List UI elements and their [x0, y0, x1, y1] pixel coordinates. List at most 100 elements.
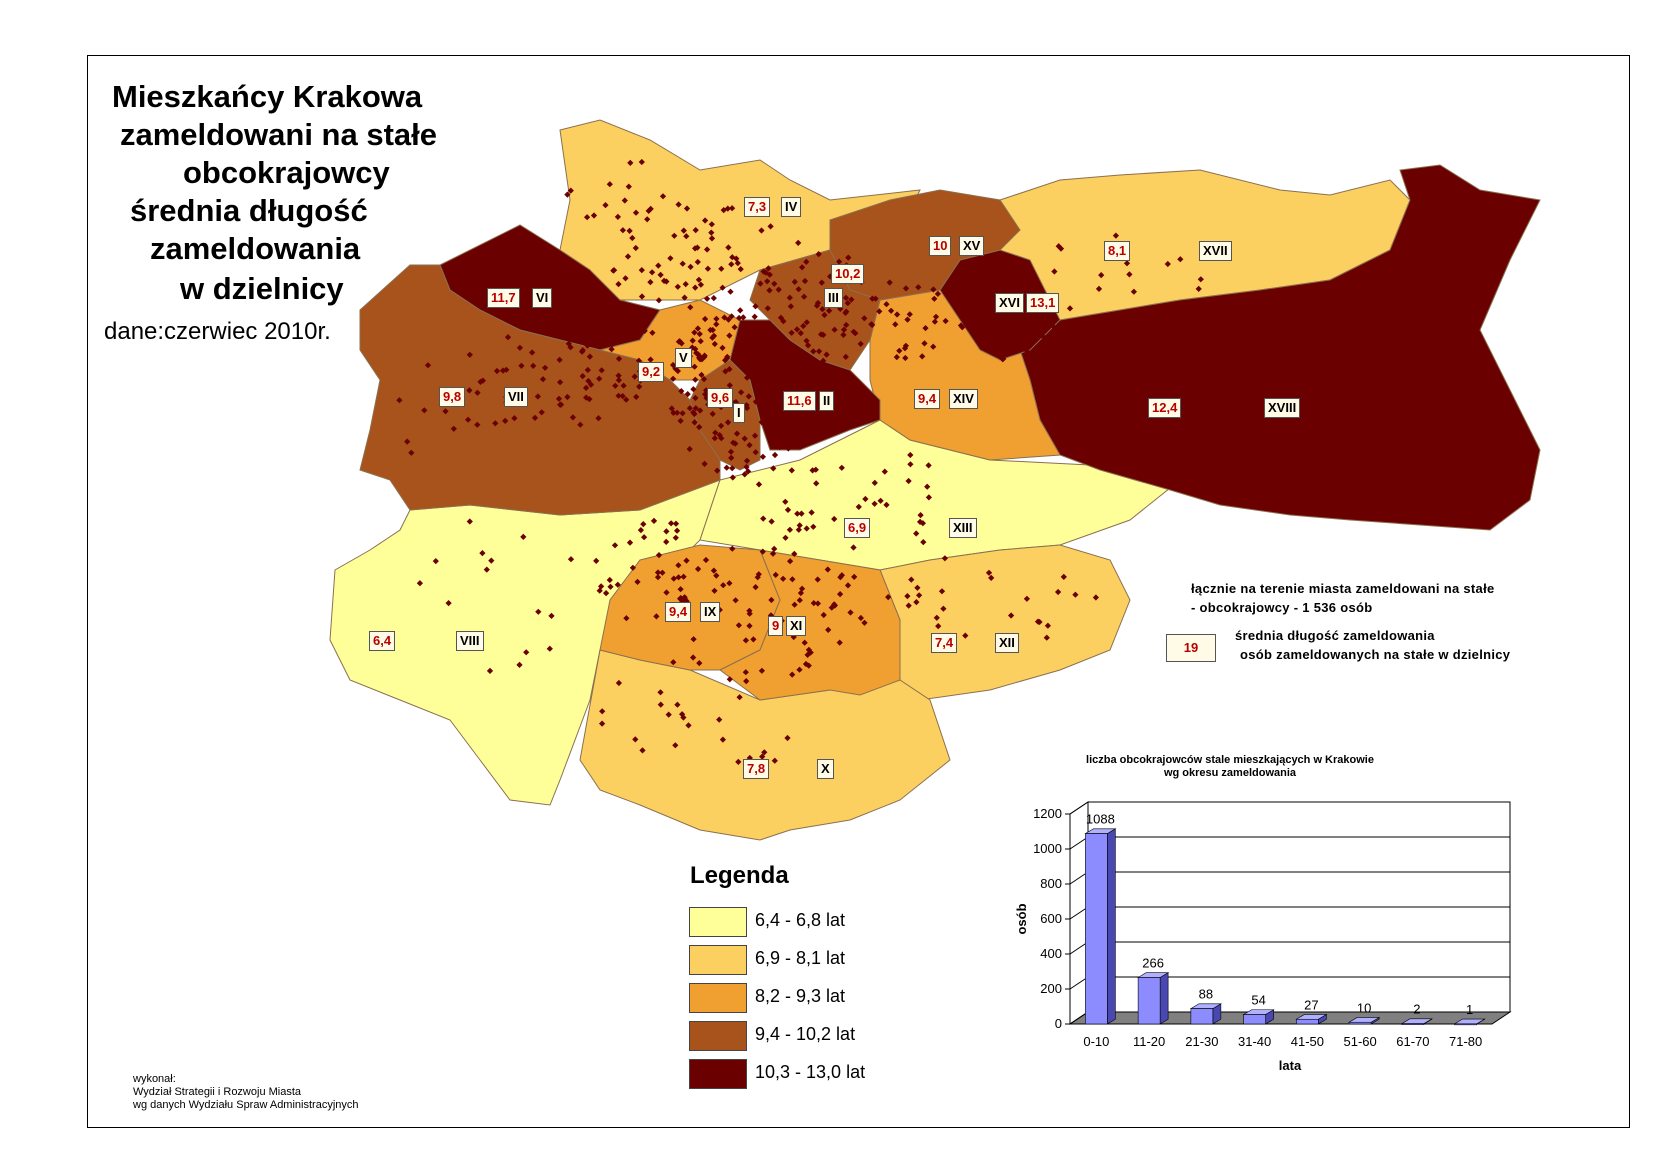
resident-dot	[770, 428, 778, 435]
resident-dot	[520, 533, 527, 541]
resident-dot	[766, 287, 773, 294]
y-tick-label: 1200	[1033, 806, 1062, 821]
y-tick-label: 1000	[1033, 841, 1062, 856]
resident-dot	[719, 736, 727, 743]
resident-dot	[805, 662, 812, 669]
district-XI-avg: 9	[768, 616, 784, 636]
district-XV-avg: 10	[929, 236, 952, 256]
resident-dot	[789, 671, 796, 678]
resident-dot	[851, 573, 858, 581]
resident-dot	[776, 442, 783, 449]
resident-dot	[615, 392, 622, 399]
resident-dot	[719, 344, 726, 352]
resident-dot	[905, 602, 912, 609]
resident-dot	[655, 551, 663, 559]
resident-dot	[820, 365, 827, 372]
resident-dot	[624, 253, 632, 260]
resident-dot	[1112, 232, 1120, 239]
district-VI-roman: VI	[532, 288, 553, 308]
resident-dot	[941, 555, 949, 562]
resident-dot	[654, 569, 662, 576]
district-II-roman: II	[819, 391, 835, 411]
resident-dot	[728, 261, 735, 268]
district-VII-avg: 9,8	[439, 387, 466, 407]
resident-dot	[793, 326, 801, 333]
resident-dot	[1375, 409, 1382, 416]
resident-dot	[913, 598, 920, 606]
resident-dot	[871, 500, 878, 507]
resident-dot	[1164, 260, 1171, 268]
resident-dot	[523, 649, 530, 656]
bar	[1296, 1018, 1319, 1025]
district-XII-roman: XII	[995, 633, 1019, 653]
resident-dot	[672, 534, 679, 541]
resident-dot	[765, 358, 772, 366]
resident-dot	[548, 612, 555, 620]
district-XVI-avg: 13,1	[1026, 293, 1060, 313]
resident-dot	[672, 520, 680, 527]
district-V-avg: 9,2	[638, 362, 665, 382]
resident-dot	[803, 525, 810, 532]
resident-dot	[1023, 595, 1031, 602]
resident-dot	[1029, 319, 1036, 327]
resident-dot	[728, 454, 735, 462]
resident-dot	[695, 276, 703, 283]
district-XIV-avg: 9,4	[914, 389, 941, 409]
resident-dot	[901, 345, 909, 352]
resident-dot	[850, 544, 857, 551]
resident-dot	[672, 742, 679, 749]
resident-dot	[836, 590, 844, 598]
bar	[1454, 1023, 1477, 1026]
resident-dot	[424, 362, 432, 369]
bar-side	[1107, 828, 1116, 1025]
resident-dot	[1427, 429, 1434, 436]
title-line-4: średnia długość	[130, 193, 368, 228]
resident-dot	[770, 348, 778, 356]
resident-dot	[1023, 332, 1030, 339]
resident-dot	[556, 356, 563, 364]
district-XVIII-roman: XVIII	[1264, 398, 1301, 418]
district-II-region	[729, 319, 881, 451]
resident-dot	[1006, 332, 1014, 339]
x-tick-label: 51-60	[1344, 1034, 1377, 1049]
resident-dot	[988, 574, 995, 582]
resident-dot	[1051, 324, 1058, 331]
resident-dot	[701, 391, 709, 398]
resident-dot	[759, 548, 766, 555]
resident-dot	[759, 453, 767, 460]
resident-dot	[634, 578, 641, 586]
resident-dot	[759, 753, 766, 760]
resident-dot	[474, 421, 481, 428]
resident-dot	[810, 348, 817, 355]
resident-dot	[1054, 588, 1062, 596]
x-tick-label: 31-40	[1238, 1034, 1271, 1049]
resident-dot	[925, 462, 932, 469]
chart-title-line-2: wg okresu zameldowania	[1163, 767, 1297, 779]
resident-dot	[985, 282, 992, 289]
resident-dot	[657, 689, 664, 696]
resident-dot	[988, 286, 995, 293]
resident-dot	[727, 288, 734, 295]
bar-side	[1159, 972, 1169, 1025]
resident-dot	[1292, 323, 1299, 330]
resident-dot	[904, 592, 911, 600]
resident-dot	[713, 321, 720, 328]
resident-dot	[1035, 320, 1043, 327]
x-tick-label: 71-80	[1449, 1034, 1482, 1049]
resident-dot	[861, 619, 868, 626]
resident-dot	[675, 574, 682, 581]
resident-dot	[779, 575, 787, 582]
resident-dot	[745, 393, 752, 400]
resident-dot	[716, 716, 723, 723]
resident-dot	[940, 605, 947, 612]
resident-dot	[530, 362, 537, 370]
resident-dot	[623, 615, 630, 622]
district-III-avg: 10,2	[831, 264, 865, 284]
resident-dot	[764, 305, 771, 312]
resident-dot	[938, 588, 946, 595]
resident-dot	[1007, 612, 1015, 619]
resident-dot	[751, 313, 758, 320]
resident-dot	[742, 637, 750, 644]
resident-dot	[648, 269, 656, 276]
district-VI-avg: 11,7	[487, 288, 520, 308]
